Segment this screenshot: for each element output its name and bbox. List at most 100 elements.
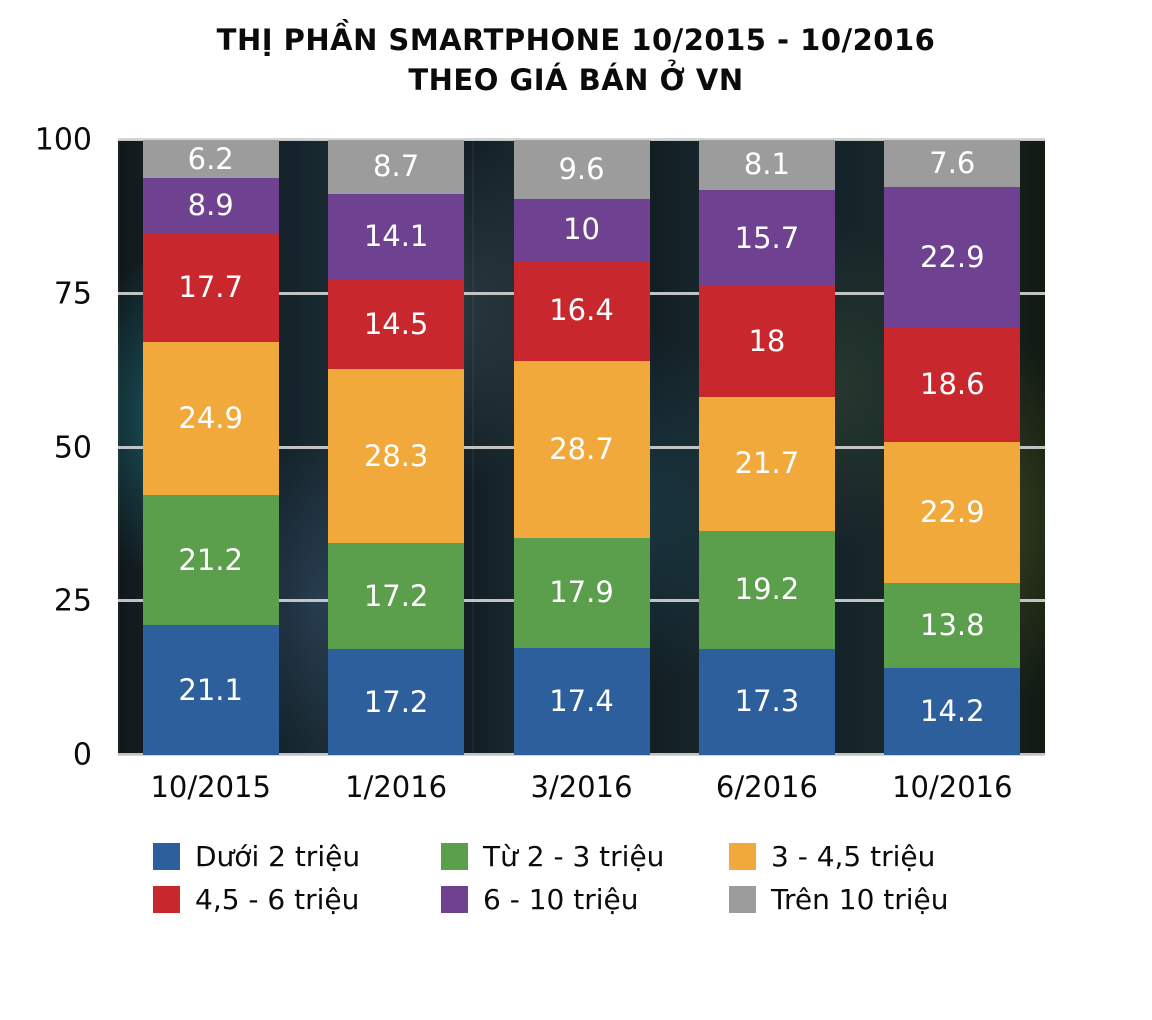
stacked-bar-1-2016: 17.2 17.2 28.3 14.5 14.1 8.7 [328,140,465,755]
legend-item: 6 - 10 triệu [441,883,711,916]
legend-item: Từ 2 - 3 triệu [441,840,711,873]
bar-segment: 14.2 [884,667,1021,755]
value-label: 18 [748,324,786,359]
legend-swatch [729,886,756,913]
bars-layer: 21.1 21.2 24.9 17.7 8.9 6.2 17.2 17.2 28.3 14.5 14… [118,140,1045,755]
y-axis-tick-label: 75 [53,276,92,312]
bar-segment: 17.7 [142,232,279,342]
bar-segment: 21.1 [142,625,279,755]
value-label: 16.4 [549,293,614,328]
value-label: 24.9 [178,400,243,435]
y-axis-tick-label: 50 [53,430,92,465]
bar-segment: 13.8 [884,582,1021,668]
bar-slot: 17.4 17.9 28.7 16.4 10 9.6 [489,140,674,755]
y-axis-tick-label: 100 [34,122,92,158]
value-label: 18.6 [920,367,985,402]
y-axis-tick-label: 0 [72,737,92,773]
value-label: 21.2 [178,542,243,577]
value-label: 8.7 [373,149,420,184]
value-label: 28.3 [363,438,429,473]
legend-label: Trên 10 triệu [771,883,949,916]
bar-segment: 28.3 [328,369,465,544]
x-axis-label: 3/2016 [530,770,633,804]
stacked-bar-3-2016: 17.4 17.9 28.7 16.4 10 9.6 [513,140,650,755]
bar-segment: 7.6 [884,140,1021,187]
bar-segment: 18 [698,286,835,398]
bar-segment: 22.9 [884,186,1021,328]
bar-slot: 17.2 17.2 28.3 14.5 14.1 8.7 [303,140,488,755]
x-axis-label: 10/2016 [892,770,1013,804]
bar-segment: 15.7 [698,189,835,287]
value-label: 17.2 [363,578,429,613]
bar-segment: 17.4 [513,648,650,755]
value-label: 14.5 [363,307,429,342]
legend-swatch [153,886,180,913]
value-label: 14.2 [920,693,985,728]
legend-item: 4,5 - 6 triệu [153,883,423,916]
bar-segment: 6.2 [142,140,279,179]
value-label: 17.7 [178,269,243,304]
legend-swatch [153,843,180,870]
value-label: 6.2 [187,141,234,176]
plot-area: 21.1 21.2 24.9 17.7 8.9 6.2 17.2 17.2 28.3 14.5 14… [118,138,1045,756]
legend-label: Dưới 2 triệu [195,840,361,873]
value-label: 22.9 [920,239,985,274]
value-label: 17.9 [549,575,614,610]
bar-segment: 22.9 [884,441,1021,583]
value-label: 8.9 [187,188,234,223]
bar-slot: 21.1 21.2 24.9 17.7 8.9 6.2 [118,140,303,755]
legend: Dưới 2 triệu Từ 2 - 3 triệu 3 - 4,5 triệu 4… [153,840,999,916]
legend-label: 6 - 10 triệu [483,883,639,916]
bar-segment: 9.6 [513,140,650,200]
bar-slot: 14.2 13.8 22.9 18.6 22.9 7.6 [860,140,1045,755]
bar-segment: 14.1 [328,193,465,281]
stacked-bar-10-2016: 14.2 13.8 22.9 18.6 22.9 7.6 [884,140,1021,755]
bar-segment: 17.9 [513,537,650,648]
chart-title-line2: THEO GIÁ BÁN Ở VN [408,63,744,97]
value-label: 9.6 [558,152,605,187]
legend-item: Dưới 2 triệu [153,840,423,873]
bar-segment: 16.4 [513,260,650,362]
bar-segment: 14.5 [328,280,465,370]
legend-swatch [441,886,468,913]
y-axis-tick-label: 25 [53,583,92,619]
x-axis: 10/2015 1/2016 3/2016 6/2016 10/2016 [118,770,1045,804]
value-label: 21.7 [734,446,800,481]
x-axis-label: 1/2016 [345,770,448,804]
value-label: 8.1 [743,147,790,182]
bar-segment: 18.6 [884,327,1021,442]
chart-title: THỊ PHẦN SMARTPHONE 10/2015 - 10/2016 TH… [0,20,1152,100]
bar-segment: 28.7 [513,361,650,538]
legend-item: Trên 10 triệu [729,883,999,916]
bar-segment: 21.7 [698,397,835,531]
legend-swatch [441,843,468,870]
legend-label: 4,5 - 6 triệu [195,883,360,916]
value-label: 17.4 [549,684,614,718]
stacked-bar-10-2015: 21.1 21.2 24.9 17.7 8.9 6.2 [142,140,279,755]
value-label: 7.6 [929,145,976,180]
bar-segment: 17.3 [698,648,835,755]
gridline [118,138,1045,141]
value-label: 28.7 [549,432,614,467]
value-label: 13.8 [920,607,985,642]
x-axis-label: 6/2016 [715,770,818,804]
bar-slot: 17.3 19.2 21.7 18 15.7 8.1 [674,140,859,755]
x-axis-label: 10/2015 [150,770,271,804]
value-label: 17.2 [363,684,429,719]
value-label: 17.3 [734,684,800,719]
bar-segment: 24.9 [142,341,279,495]
legend-swatch [729,843,756,870]
bar-segment: 8.9 [142,178,279,233]
chart-title-line1: THỊ PHẦN SMARTPHONE 10/2015 - 10/2016 [216,23,936,57]
bar-segment: 8.7 [328,140,465,194]
bar-segment: 19.2 [698,530,835,649]
legend-label: Từ 2 - 3 triệu [483,840,665,873]
legend-label: 3 - 4,5 triệu [771,840,936,873]
bar-segment: 21.2 [142,494,279,626]
value-label: 10 [563,212,600,247]
value-label: 19.2 [734,572,800,607]
bar-segment: 8.1 [698,140,835,190]
y-axis: 0 25 50 75 100 [0,123,100,773]
bar-segment: 10 [513,199,650,261]
